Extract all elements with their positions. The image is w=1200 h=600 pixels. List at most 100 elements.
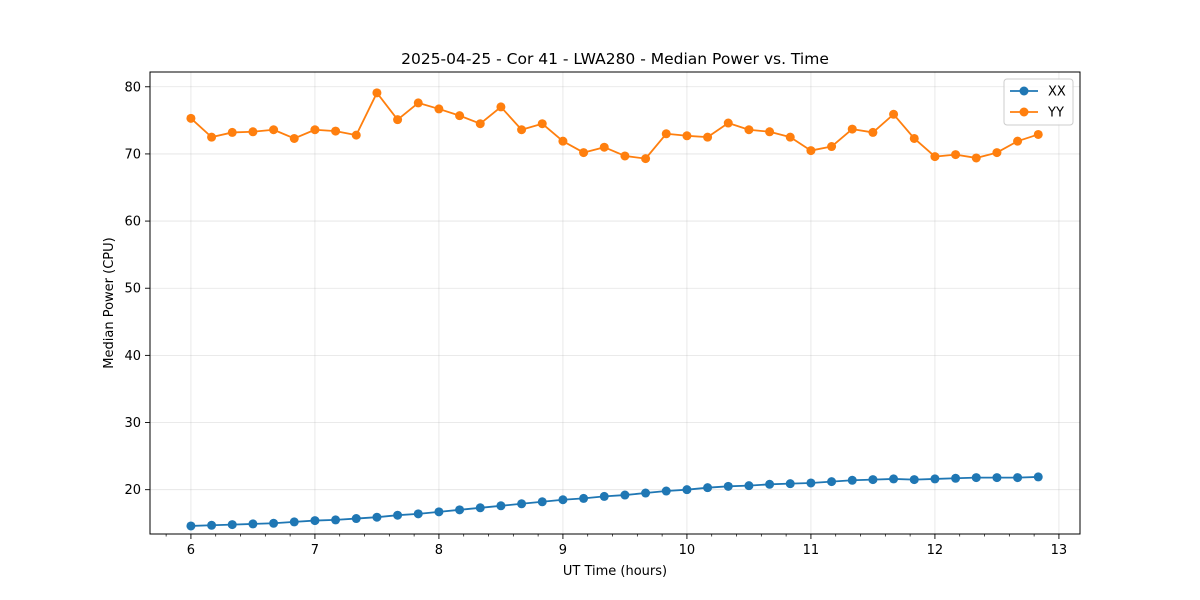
series-xx-point: [889, 474, 899, 484]
series-yy-point: [331, 126, 341, 136]
series-xx-point: [558, 495, 568, 505]
series-yy-point: [517, 125, 527, 135]
series-xx-point: [909, 475, 919, 485]
series-yy-point: [372, 88, 382, 98]
x-axis-label: UT Time (hours): [563, 564, 667, 579]
series-xx-point: [186, 521, 196, 531]
x-tick-label: 7: [311, 543, 319, 558]
series-xx-point: [289, 517, 299, 527]
series-xx-point: [310, 516, 320, 526]
series-yy-point: [207, 132, 217, 142]
series-xx-point: [269, 518, 279, 528]
x-tick-label: 9: [559, 543, 567, 558]
series-yy-point: [909, 133, 919, 143]
series-yy-point: [682, 131, 692, 141]
series-xx-point: [661, 486, 671, 496]
series-xx-point: [475, 503, 485, 513]
legend-yy-marker: [1019, 107, 1029, 117]
plot-frame: [149, 71, 1081, 535]
series-yy-point: [579, 148, 589, 158]
series-xx-point: [599, 491, 609, 501]
series-yy-point: [434, 104, 444, 114]
series-yy-point: [827, 142, 837, 152]
y-tick-label: 30: [124, 416, 141, 431]
series-xx-point: [517, 499, 527, 509]
legend: XX YY: [1003, 78, 1074, 126]
series-yy-point: [310, 125, 320, 135]
series-xx-point: [1033, 472, 1043, 482]
series-xx-point: [537, 497, 547, 507]
y-tick-label: 80: [124, 80, 141, 95]
series-xx-point: [765, 479, 775, 489]
x-tick-label: 8: [435, 543, 443, 558]
series-yy-point: [971, 153, 981, 163]
series-yy-point: [496, 102, 506, 112]
series-yy-point: [765, 127, 775, 137]
series-yy-point: [475, 119, 485, 129]
series-yy-point: [1033, 129, 1043, 139]
series-yy-point: [661, 129, 671, 139]
series-yy-point: [599, 142, 609, 152]
y-axis-label: Median Power (CPU): [102, 237, 117, 368]
x-tick-label: 13: [1051, 543, 1068, 558]
series-xx-point: [930, 474, 940, 484]
series-xx-point: [372, 512, 382, 522]
series-yy-point: [806, 146, 816, 156]
series-xx-point: [971, 473, 981, 483]
series-yy-point: [393, 115, 403, 125]
series-yy-point: [703, 132, 713, 142]
series-yy-point: [1013, 136, 1023, 146]
series-xx-point: [227, 520, 237, 530]
series-xx-point: [351, 514, 361, 524]
series-yy-point: [351, 130, 361, 140]
chart-title: 2025-04-25 - Cor 41 - LWA280 - Median Po…: [401, 50, 829, 68]
series-xx-point: [868, 475, 878, 485]
legend-yy-label: YY: [1047, 106, 1064, 121]
series-xx-point: [620, 490, 630, 500]
series-yy-point: [413, 98, 423, 108]
legend-xx-marker: [1019, 86, 1029, 96]
series-yy-point: [558, 136, 568, 146]
series-yy-point: [992, 148, 1002, 158]
series-yy-point: [537, 119, 547, 129]
series-yy-point: [723, 118, 733, 128]
series-xx-point: [641, 488, 651, 498]
x-tick-label: 6: [187, 543, 195, 558]
series-yy-point: [868, 127, 878, 137]
series-xx-point: [703, 483, 713, 493]
series-yy-point: [227, 127, 237, 137]
series-yy-point: [186, 113, 196, 123]
grid-layer: [150, 72, 1080, 534]
series-xx-point: [847, 475, 857, 485]
series-yy-point: [889, 109, 899, 119]
legend-xx-label: XX: [1048, 85, 1066, 100]
x-tick-label: 10: [679, 543, 696, 558]
series-yy-point: [744, 125, 754, 135]
series-xx-point: [207, 520, 217, 530]
series-yy-point: [785, 132, 795, 142]
series-xx-point: [785, 479, 795, 489]
series-yy-point: [951, 150, 961, 160]
series-yy-point: [641, 154, 651, 164]
series-xx-point: [496, 501, 506, 511]
series-xx-point: [744, 481, 754, 491]
series-xx-point: [248, 519, 258, 529]
series-xx-point: [827, 477, 837, 487]
series-xx-point: [413, 509, 423, 519]
y-tick-label: 20: [124, 483, 141, 498]
series-yy-point: [455, 111, 465, 121]
series-yy-point: [930, 152, 940, 162]
series-xx-point: [393, 510, 403, 520]
series-xx-point: [579, 493, 589, 503]
series-xx-point: [331, 515, 341, 525]
y-tick-label: 50: [124, 282, 141, 297]
series-yy-point: [269, 125, 279, 135]
y-tick-label: 70: [124, 147, 141, 162]
series-xx-point: [682, 485, 692, 495]
x-tick-label: 11: [803, 543, 820, 558]
series-xx-point: [992, 473, 1002, 483]
x-tick-label: 12: [927, 543, 944, 558]
series-xx-point: [951, 473, 961, 483]
series-layer: [186, 88, 1043, 531]
